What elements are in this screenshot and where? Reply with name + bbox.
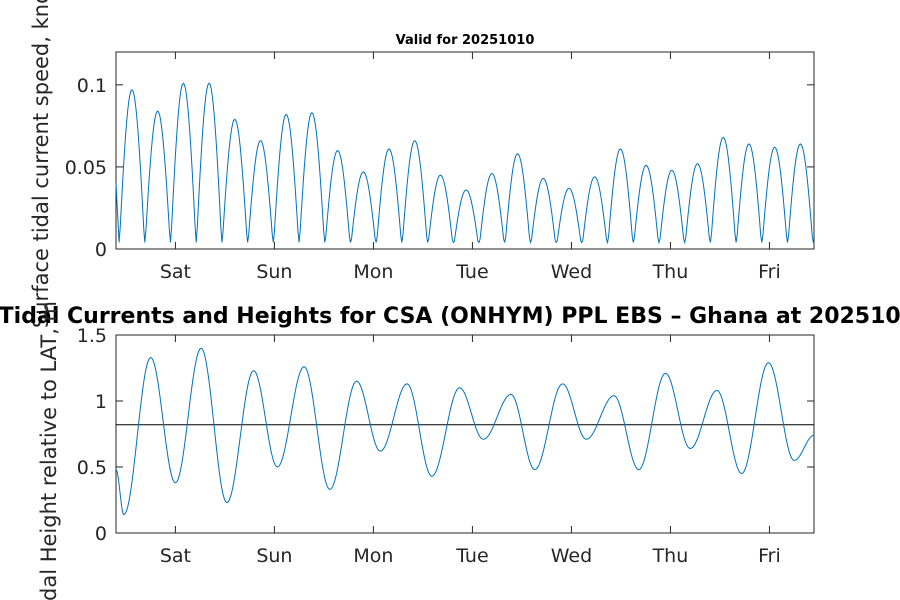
y-tick-label: 1 [95, 391, 107, 413]
x-tick-label: Mon [353, 545, 393, 567]
current-speed-axes-box [115, 51, 815, 250]
y-tick-label: 0.05 [65, 157, 107, 179]
x-tick-label: Thu [652, 545, 689, 567]
x-tick-label: Sat [160, 545, 191, 567]
x-tick-label: Fri [758, 261, 781, 283]
x-tick-label: Sat [160, 261, 191, 283]
current-speed-x-ticks: Sat Sun Mon Tue Wed Thu Fri [160, 52, 781, 283]
current-speed-series-line [115, 82, 814, 245]
y-tick-label: 1.5 [77, 325, 107, 347]
tidal-height-panel: Tidal Currents and Heights for CSA (ONHY… [0, 301, 900, 600]
tidal-height-title: Tidal Currents and Heights for CSA (ONHY… [0, 304, 900, 329]
current-speed-y-axis-label: Surface tidal current speed, knots [29, 0, 53, 328]
y-tick-label: 0.5 [77, 457, 107, 479]
y-tick-label: 0.1 [77, 75, 107, 97]
tidal-height-y-ticks: 0 0.5 1 1.5 [77, 325, 814, 545]
x-tick-label: Fri [758, 545, 781, 567]
current-speed-y-ticks: 0 0.05 0.1 [65, 75, 814, 261]
x-tick-label: Sun [256, 545, 292, 567]
current-speed-title: Valid for 20251010 [396, 33, 535, 48]
y-tick-label: 0 [95, 523, 107, 545]
tidal-height-axes-box [115, 334, 815, 534]
x-tick-label: Sun [256, 261, 292, 283]
x-tick-label: Tue [455, 545, 488, 567]
y-tick-label: 0 [95, 239, 107, 261]
x-tick-label: Mon [353, 261, 393, 283]
current-speed-panel: Valid for 20251010 Surface tidal current… [29, 0, 815, 328]
tidal-height-series-line [115, 347, 815, 516]
tidal-height-x-ticks: Sat Sun Mon Tue Wed Thu Fri [160, 335, 781, 567]
x-tick-label: Wed [551, 545, 592, 567]
x-tick-label: Wed [551, 261, 592, 283]
tidal-height-y-axis-label: Tidal Height relative to LAT, m [37, 301, 61, 600]
x-tick-label: Tue [455, 261, 488, 283]
x-tick-label: Thu [652, 261, 689, 283]
